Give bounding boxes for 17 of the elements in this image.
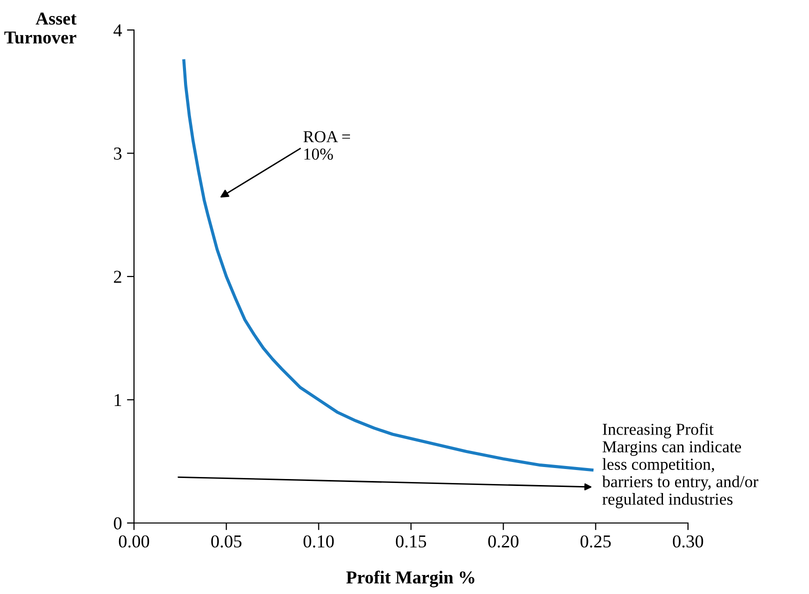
x-tick-label: 0.20 (488, 535, 518, 548)
x-tick-label: 0.10 (304, 535, 334, 548)
x-tick-label: 0.25 (580, 535, 611, 548)
annotation: Increasing Profit Margins can indicate less competition, barriers to entry, and/or regulated industries (602, 423, 758, 508)
y-tick-label: 3 (114, 148, 122, 160)
line-series (182, 59, 594, 472)
x-tick-label: 0.15 (396, 535, 426, 548)
annotation: ROA = 10% (303, 131, 350, 160)
x-axis-title: Profit Margin % (346, 570, 474, 588)
x-tick-label: 0.30 (672, 535, 704, 548)
y-tick-label: 0 (114, 517, 122, 530)
y-tick-label: 4 (114, 24, 122, 36)
x-tick-label: 0.00 (118, 535, 150, 548)
y-axis-title: Asset Turnover (4, 12, 77, 44)
y-tick-label: 1 (114, 394, 122, 406)
x-tick-label: 0.05 (211, 535, 242, 548)
y-tick-label: 2 (114, 270, 122, 283)
